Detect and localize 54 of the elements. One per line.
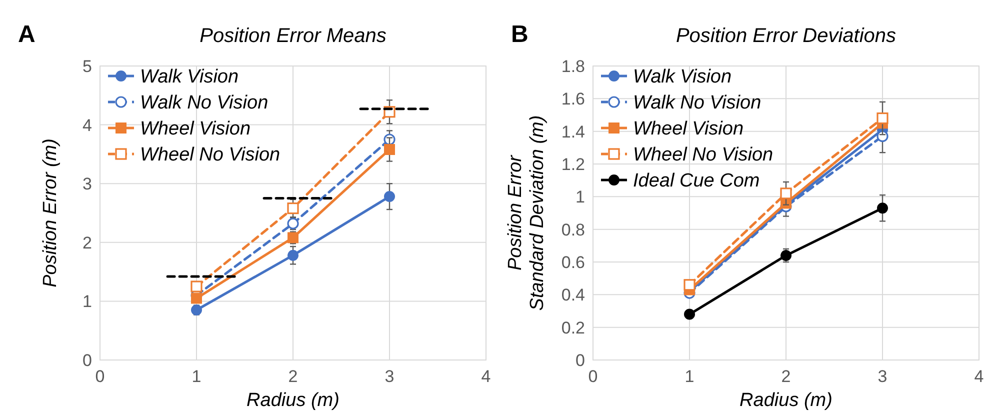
text: A bbox=[18, 21, 36, 48]
x-tick-label: 3 bbox=[384, 367, 394, 386]
point bbox=[684, 279, 696, 291]
y-tick-label: 0 bbox=[82, 350, 92, 370]
legend-label: Ideal Cue Com bbox=[633, 170, 760, 192]
y-tick-label: 5 bbox=[82, 56, 92, 76]
point bbox=[780, 188, 792, 200]
point bbox=[384, 191, 395, 202]
legend-label: Wheel Vision bbox=[633, 118, 744, 140]
chart-title: Position Error Deviations bbox=[676, 25, 896, 47]
legend-label: Wheel Vision bbox=[140, 118, 251, 140]
point bbox=[684, 308, 695, 320]
y-tick-label: 1 bbox=[82, 292, 92, 312]
x-tick-label: 4 bbox=[481, 367, 491, 386]
x-tick-label: 0 bbox=[588, 367, 598, 386]
point bbox=[190, 280, 202, 292]
x-tick-label: 1 bbox=[192, 367, 202, 386]
x-axis-title: Radius (m) bbox=[740, 390, 832, 411]
x-tick-label: 0 bbox=[95, 367, 105, 386]
x-tick-label: 3 bbox=[878, 367, 888, 386]
y-axis-title: Position Error Standard Deviation (m) bbox=[505, 115, 548, 311]
legend-label: Walk Vision bbox=[633, 66, 732, 88]
legend-label: Walk Vision bbox=[140, 66, 239, 88]
y-tick-label: 2 bbox=[82, 233, 92, 252]
point bbox=[876, 112, 888, 124]
legend-label: Wheel No Vision bbox=[633, 144, 774, 166]
y-tick-label: 1.8 bbox=[561, 56, 585, 76]
y-tick-label: 1.4 bbox=[561, 122, 585, 142]
x-axis-title: Radius (m) bbox=[246, 390, 340, 411]
y-tick-label: 3 bbox=[82, 174, 92, 194]
text: B bbox=[511, 21, 528, 48]
y-tick-label: 1.6 bbox=[561, 90, 585, 109]
y-tick-label: 4 bbox=[82, 116, 92, 135]
y-tick-label: 0.6 bbox=[561, 252, 585, 272]
legend-label: Wheel No Vision bbox=[140, 144, 280, 166]
y-tick-label: 1.2 bbox=[561, 154, 585, 174]
y-tick-label: 0 bbox=[576, 350, 585, 370]
y-tick-label: 0.8 bbox=[561, 220, 585, 240]
legend-label: Walk No Vision bbox=[633, 92, 762, 114]
point bbox=[191, 292, 202, 304]
point bbox=[288, 250, 298, 261]
point bbox=[287, 202, 299, 214]
y-tick-label: 0.2 bbox=[561, 318, 585, 338]
y-tick-label: 0.4 bbox=[561, 286, 585, 305]
x-tick-label: 1 bbox=[684, 367, 694, 386]
y-tick-label: 1 bbox=[576, 188, 585, 207]
x-tick-label: 2 bbox=[781, 367, 791, 386]
y-axis-title: Position Error (m) bbox=[40, 138, 61, 288]
point bbox=[877, 202, 888, 214]
legend-label: Walk No Vision bbox=[140, 92, 268, 114]
x-tick-label: 4 bbox=[974, 367, 984, 386]
point bbox=[384, 144, 395, 155]
chart-title: Position Error Means bbox=[200, 25, 386, 47]
x-tick-label: 2 bbox=[288, 367, 298, 386]
